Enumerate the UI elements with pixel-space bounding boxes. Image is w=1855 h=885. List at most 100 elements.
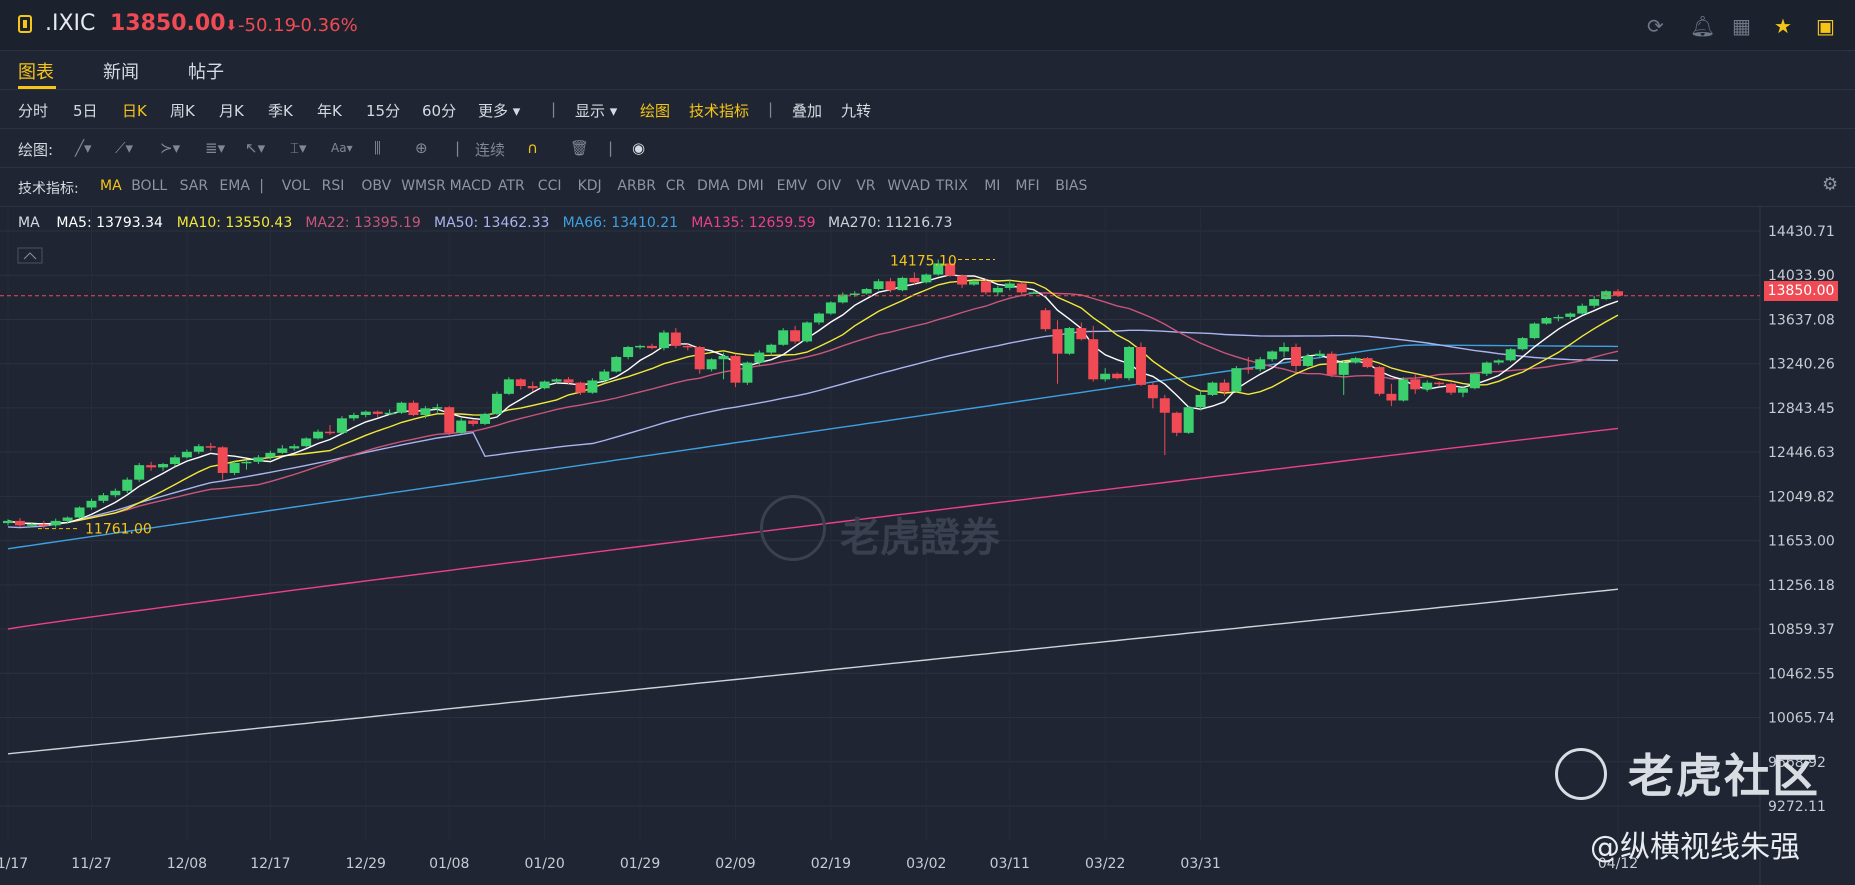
candle-body — [1112, 373, 1123, 379]
indicator-sar[interactable]: SAR — [179, 178, 209, 194]
panel-icon[interactable]: ▣ — [1816, 14, 1835, 38]
indicator-oiv[interactable]: OIV — [816, 178, 842, 194]
x-tick-label: 03/02 — [906, 856, 946, 872]
indicator-mfi[interactable]: MFI — [1015, 178, 1040, 194]
y-tick-label: 9272.11 — [1768, 799, 1826, 815]
candle-body — [742, 362, 753, 383]
period-more[interactable]: 更多 ▾ — [478, 102, 521, 120]
y-tick-label: 9668.92 — [1768, 755, 1826, 771]
indicators-button[interactable]: 技术指标 — [689, 102, 750, 120]
indicator-wmsr[interactable]: WMSR — [401, 178, 446, 194]
wave-tool-icon[interactable]: ≻▾ — [160, 139, 181, 157]
candle-body — [468, 420, 479, 424]
measure-tool-icon[interactable]: ⫼ — [374, 139, 381, 157]
period-60min[interactable]: 60分 — [422, 102, 457, 120]
candle-body — [1350, 358, 1361, 363]
symbol-icon[interactable] — [18, 15, 32, 33]
trash-icon[interactable]: 🗑︎ — [570, 139, 590, 157]
indicator-cci[interactable]: CCI — [537, 178, 562, 194]
indicator-macd[interactable]: MACD — [449, 178, 492, 194]
star-icon[interactable]: ★ — [1774, 14, 1792, 38]
indicator-boll[interactable]: BOLL — [131, 178, 168, 194]
indicator-trix[interactable]: TRIX — [935, 178, 968, 194]
candle-body — [1076, 328, 1087, 340]
candle-body — [1374, 367, 1385, 394]
indicator-obv[interactable]: OBV — [361, 178, 392, 194]
period-yearly[interactable]: 年K — [317, 102, 342, 120]
candle-body — [1028, 292, 1039, 294]
indicator-cr[interactable]: CR — [665, 178, 686, 194]
symbol-name: .IXIC — [45, 11, 96, 36]
indicator-atr[interactable]: ATR — [498, 178, 525, 194]
candle-body — [921, 274, 932, 283]
refresh-icon[interactable]: ⟳ — [1647, 14, 1664, 38]
candle-body — [1147, 384, 1158, 399]
candle-body — [1446, 383, 1457, 393]
grid-icon[interactable]: ▦ — [1732, 14, 1751, 38]
indicator-emv[interactable]: EMV — [776, 178, 808, 194]
ma270-line — [7, 588, 1619, 755]
display-menu[interactable]: 显示 ▾ — [575, 102, 618, 120]
indicator-dmi[interactable]: DMI — [736, 178, 764, 194]
font-tool-icon[interactable]: Aa▾ — [331, 141, 353, 155]
period-monthly[interactable]: 月K — [219, 102, 244, 120]
indicator-vol[interactable]: VOL — [281, 178, 310, 194]
ma-legend-item: MA66: 13410.21 — [562, 215, 679, 231]
overlay-button[interactable]: 叠加 — [792, 102, 823, 120]
candlestick-chart[interactable]: 14430.71 14033.90 13637.08 13240.26 12843.45… — [0, 205, 1855, 885]
candle-body — [611, 357, 622, 372]
candle-body — [289, 446, 300, 449]
candle-body — [146, 465, 157, 468]
candle-body — [241, 461, 252, 464]
divider: | — [551, 100, 557, 118]
candle-body — [825, 302, 836, 314]
candle-body — [396, 402, 407, 413]
indicator-mi[interactable]: MI — [984, 178, 1001, 194]
period-15min[interactable]: 15分 — [366, 102, 401, 120]
indicator-rsi[interactable]: RSI — [321, 178, 345, 194]
candle-body — [62, 517, 73, 521]
tab-posts[interactable]: 帖子 — [188, 62, 224, 83]
bell-icon[interactable]: 🔔︎ — [1690, 14, 1716, 38]
arrow-tool-icon[interactable]: ↖▾ — [245, 139, 266, 157]
fib-tool-icon[interactable]: ≣▾ — [205, 139, 226, 157]
period-5d[interactable]: 5日 — [73, 102, 98, 120]
indicator-ema[interactable]: EMA — [219, 178, 250, 194]
indicator-arbr[interactable]: ARBR — [617, 178, 657, 194]
tab-news[interactable]: 新闻 — [103, 62, 139, 83]
magnet-icon[interactable]: ∩ — [527, 139, 538, 157]
candle-body — [325, 431, 335, 434]
indicator-ma[interactable]: MA — [100, 178, 122, 194]
draw-button[interactable]: 绘图 — [640, 102, 671, 120]
indicator-kdj[interactable]: KDJ — [577, 178, 602, 194]
nine-turn-button[interactable]: 九转 — [841, 102, 872, 120]
candle-body — [813, 313, 824, 323]
zoom-icon[interactable]: ⊕ — [415, 139, 428, 157]
y-tick-label: 11653.00 — [1768, 534, 1835, 550]
tab-chart[interactable]: 图表 — [18, 62, 54, 83]
text-tool-icon[interactable]: ⌶▾ — [290, 139, 307, 157]
candle-body — [1279, 347, 1290, 352]
candle-body — [790, 330, 801, 342]
indicator-wvad[interactable]: WVAD — [887, 178, 931, 194]
candle-body — [301, 438, 312, 447]
indicator-bias[interactable]: BIAS — [1055, 178, 1088, 194]
candle-body — [50, 520, 61, 526]
gear-icon[interactable]: ⚙ — [1822, 174, 1839, 195]
candle-body — [1505, 349, 1516, 361]
indicator-dma[interactable]: DMA — [697, 178, 730, 194]
eye-icon[interactable]: ◉ — [632, 139, 646, 157]
period-intraday[interactable]: 分时 — [18, 102, 49, 120]
candle-body — [849, 293, 860, 295]
continuous-toggle[interactable]: 连续 — [475, 141, 506, 159]
period-quarterly[interactable]: 季K — [268, 102, 293, 120]
indicator-vr[interactable]: VR — [856, 178, 876, 194]
period-daily[interactable]: 日K — [122, 102, 147, 120]
line-tool-icon[interactable]: ╱▾ — [75, 139, 92, 157]
candle-body — [336, 418, 347, 433]
candle-body — [1457, 388, 1468, 393]
candle-body — [551, 379, 562, 382]
period-weekly[interactable]: 周K — [170, 102, 195, 120]
candle-body — [360, 411, 371, 415]
polyline-tool-icon[interactable]: ⟋▾ — [115, 139, 134, 157]
